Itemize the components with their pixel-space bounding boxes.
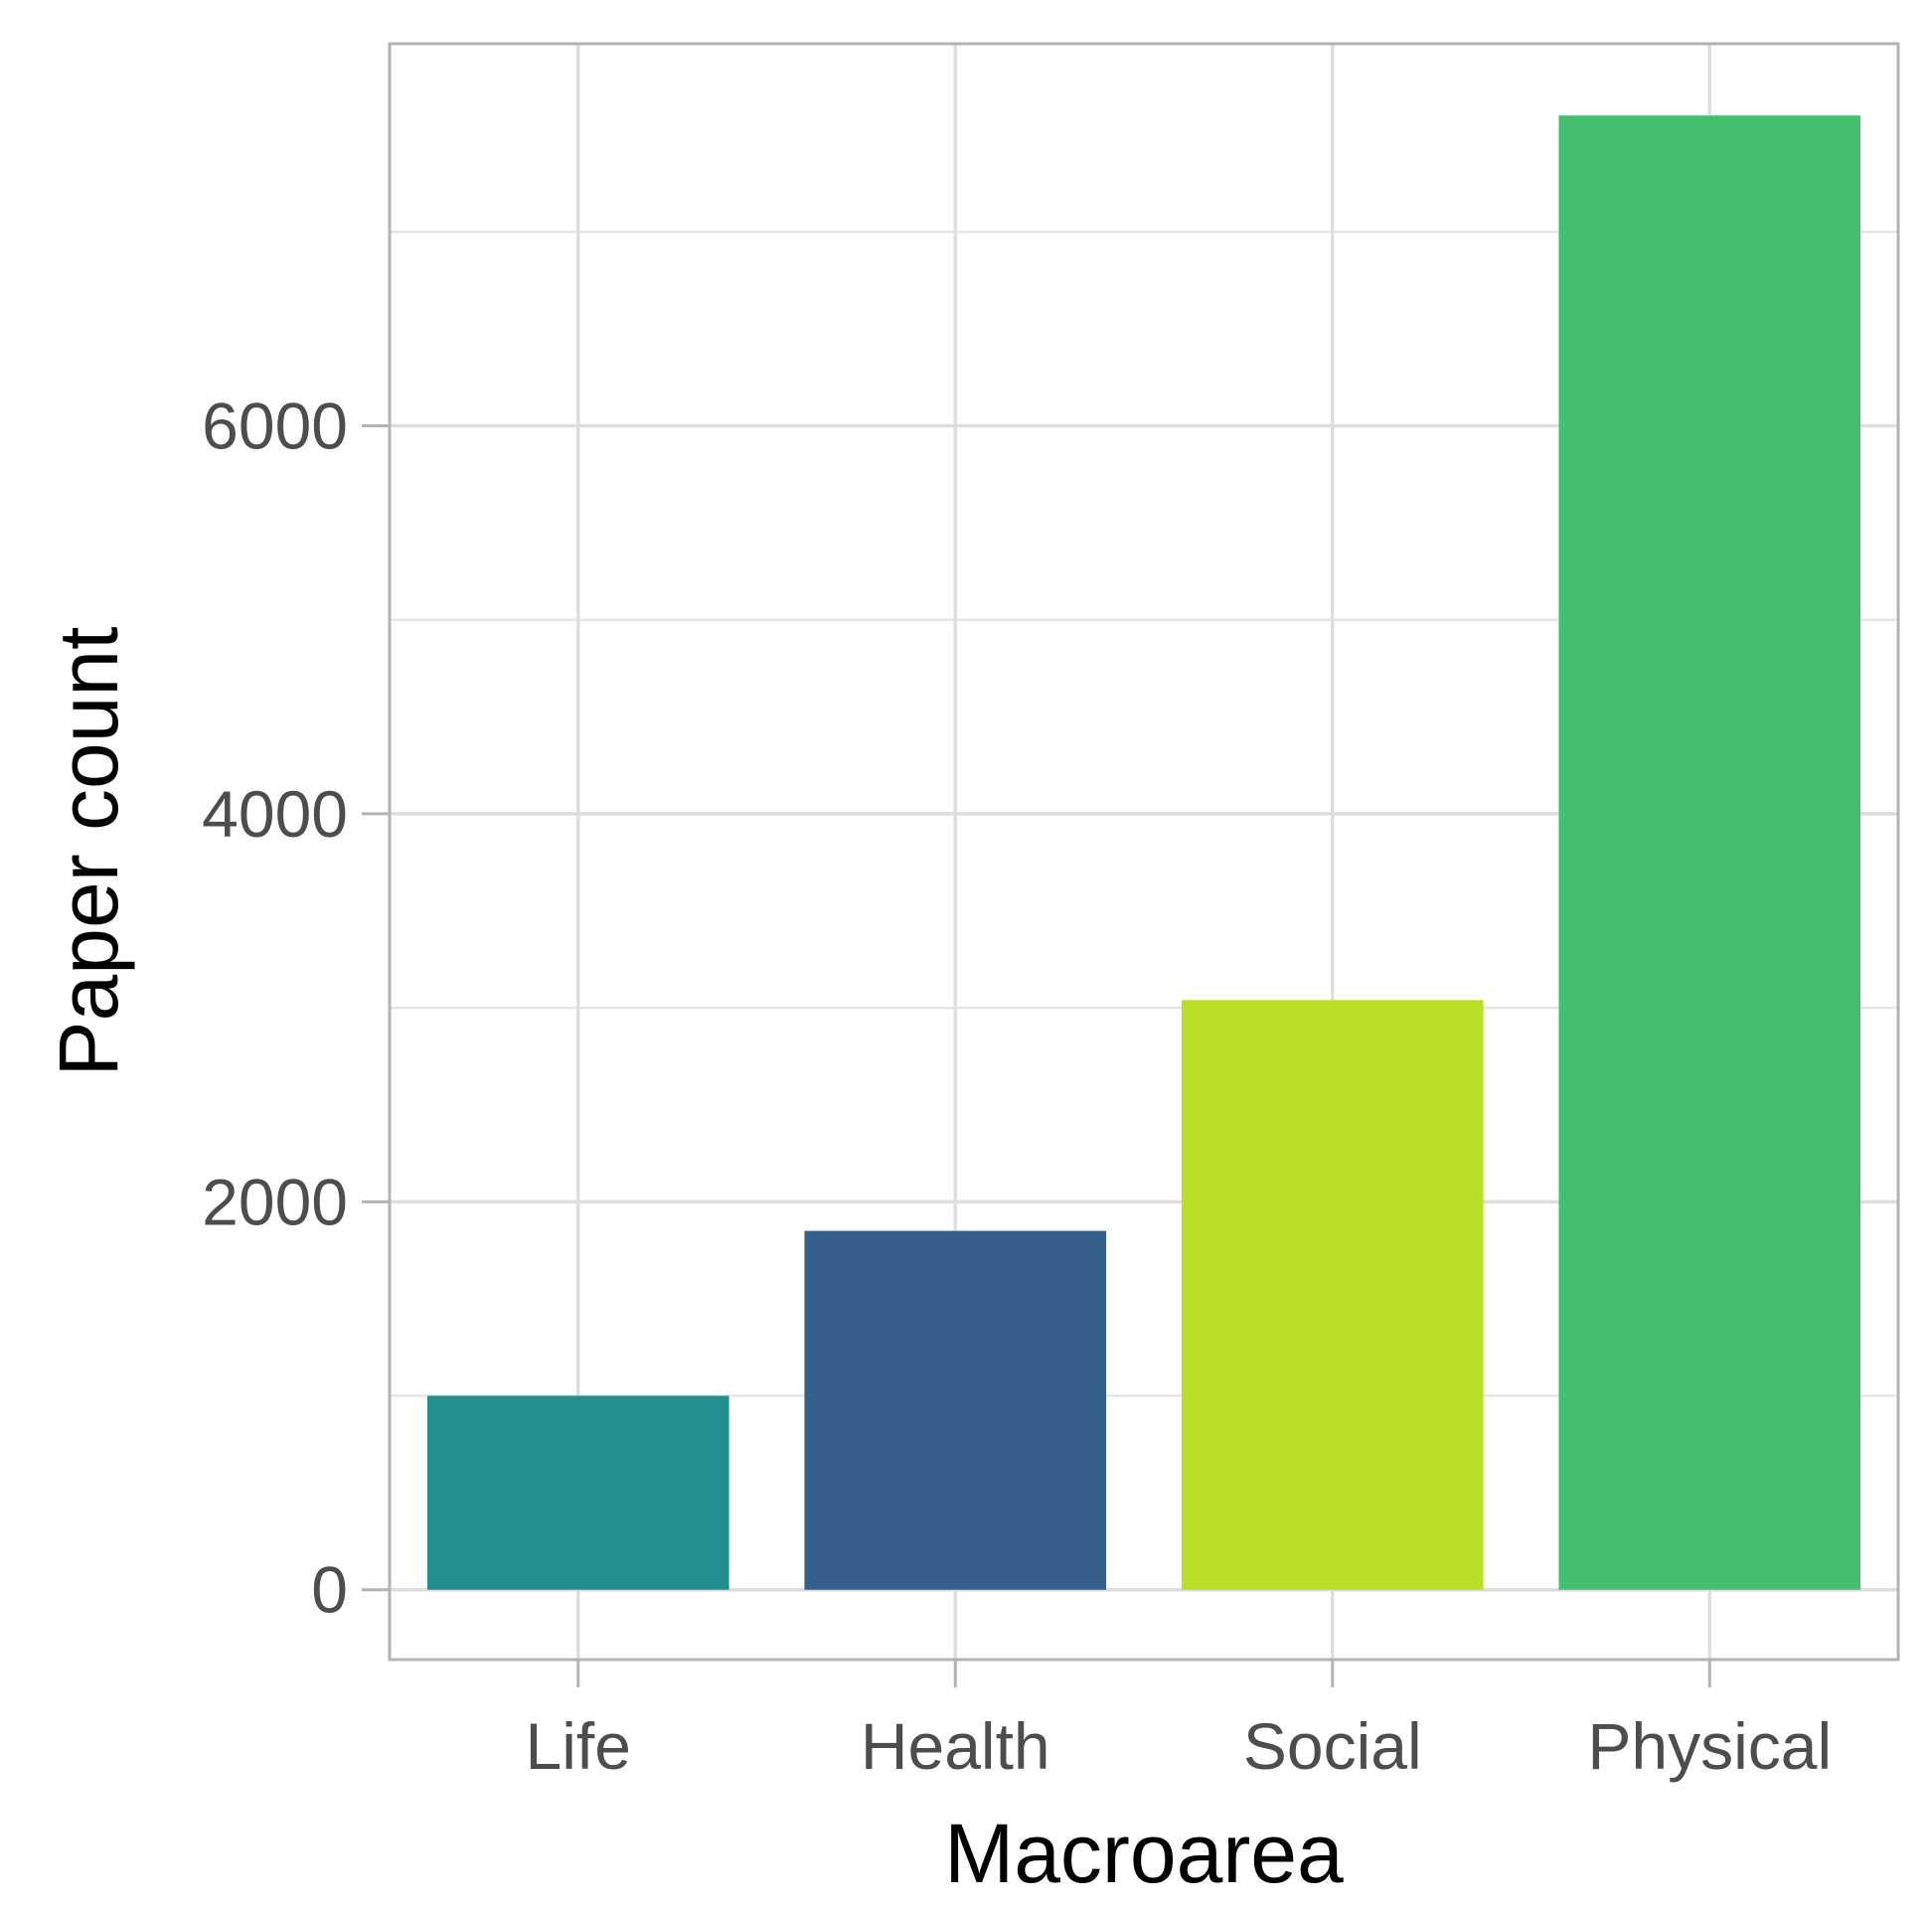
y-tick-label: 4000 bbox=[202, 777, 348, 851]
bar-physical bbox=[1558, 115, 1861, 1590]
bar-health bbox=[804, 1230, 1107, 1590]
x-tick-label-physical: Physical bbox=[1587, 1709, 1832, 1783]
bars bbox=[426, 115, 1861, 1590]
y-tick-label: 2000 bbox=[202, 1165, 348, 1238]
bar-social bbox=[1181, 1000, 1484, 1590]
y-tick-label: 0 bbox=[311, 1553, 348, 1627]
x-tick-label-life: Life bbox=[526, 1709, 631, 1783]
y-tick-label: 6000 bbox=[202, 390, 348, 463]
panel-border bbox=[388, 42, 1900, 1662]
y-axis: 0 2000 4000 6000 bbox=[202, 390, 390, 1627]
x-tick-label-social: Social bbox=[1243, 1709, 1422, 1783]
y-axis-title: Paper count bbox=[42, 627, 135, 1077]
x-axis: Life Health Social Physical bbox=[526, 1660, 1832, 1783]
bar-life bbox=[426, 1395, 729, 1590]
x-axis-title: Macroarea bbox=[944, 1807, 1344, 1900]
x-tick-label-health: Health bbox=[861, 1709, 1050, 1783]
